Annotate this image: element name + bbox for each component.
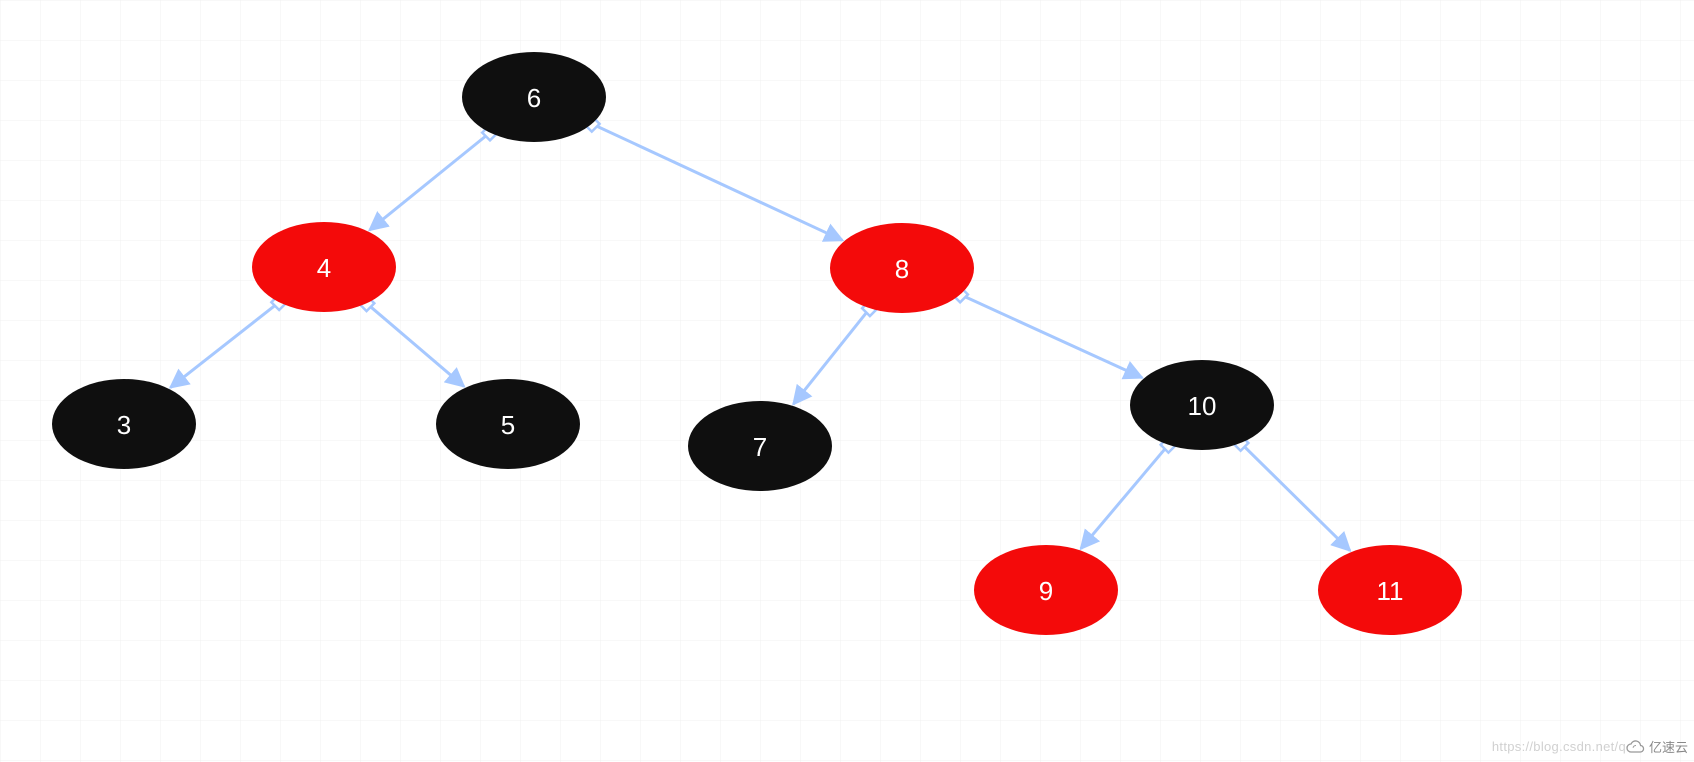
- grid: [0, 0, 1694, 762]
- node-label: 6: [527, 83, 541, 113]
- node-label: 5: [501, 410, 515, 440]
- tree-node-9[interactable]: 9: [974, 545, 1118, 635]
- brand-badge: 亿速云: [1625, 737, 1688, 756]
- tree-node-8[interactable]: 8: [830, 223, 974, 313]
- tree-node-5[interactable]: 5: [436, 379, 580, 469]
- node-label: 4: [317, 253, 331, 283]
- tree-node-11[interactable]: 11: [1318, 545, 1462, 635]
- tree-node-10[interactable]: 10: [1130, 360, 1274, 450]
- diagram-canvas: 6 4 8 3 5 7 10 9 11 https://blog.csdn.net/q 亿速云: [0, 0, 1694, 762]
- tree-node-6[interactable]: 6: [462, 52, 606, 142]
- node-label: 3: [117, 410, 131, 440]
- node-label: 8: [895, 254, 909, 284]
- cloud-icon: [1625, 740, 1645, 754]
- watermark-text: https://blog.csdn.net/q: [1492, 739, 1626, 754]
- node-label: 9: [1039, 576, 1053, 606]
- node-label: 10: [1188, 391, 1217, 421]
- tree-node-7[interactable]: 7: [688, 401, 832, 491]
- tree-node-3[interactable]: 3: [52, 379, 196, 469]
- node-label: 7: [753, 432, 767, 462]
- brand-text: 亿速云: [1649, 737, 1688, 756]
- node-label: 11: [1377, 576, 1404, 606]
- tree-node-4[interactable]: 4: [252, 222, 396, 312]
- tree-diagram: 6 4 8 3 5 7 10 9 11: [0, 0, 1694, 762]
